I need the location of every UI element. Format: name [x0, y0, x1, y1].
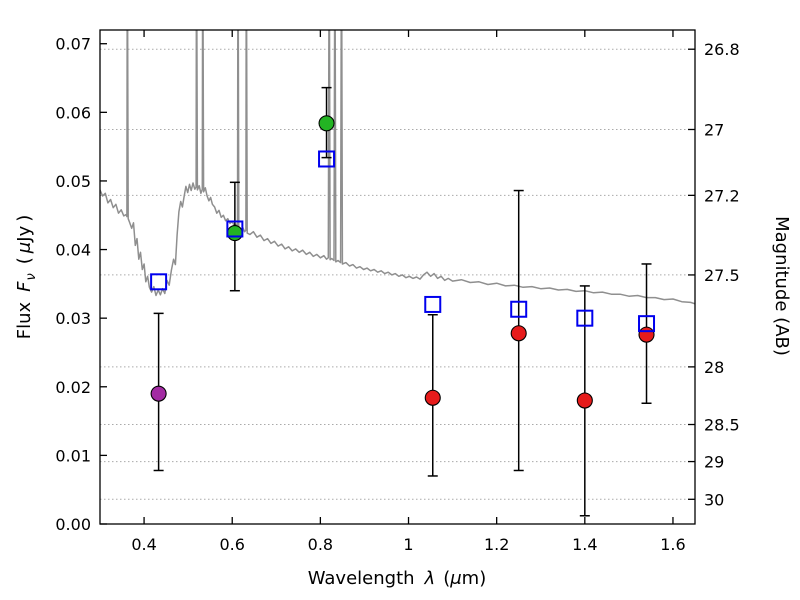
- x-axis-unit-close: m): [462, 568, 487, 589]
- y-tick-right-label: 27.5: [704, 266, 740, 285]
- y-tick-left-label: 0.01: [55, 446, 91, 465]
- x-tick-label: 1.6: [660, 535, 685, 554]
- data-point-circle: [150, 385, 167, 402]
- plot-area: 0.4 0.6 0.8 1 1.2 1.4 1.6 0.00 0.01 0.02 0.03 0.04 0…: [55, 29, 740, 554]
- y-axis-label-right: Magnitude (AB): [771, 216, 792, 356]
- y-axis-unit-close: ): [14, 215, 35, 222]
- x-tick-label: 0.4: [131, 535, 156, 554]
- data-point-square: [318, 150, 336, 168]
- y-tick-right-label: 30: [704, 490, 724, 509]
- y-axis-label-word: Flux: [14, 302, 35, 340]
- data-point-square: [638, 315, 656, 333]
- x-tick-label: 0.8: [308, 535, 333, 554]
- data-point-circle: [226, 225, 243, 242]
- x-axis-label: Wavelength λ (μm): [308, 568, 486, 589]
- y-axis-label-right-text: Magnitude (AB): [771, 216, 792, 356]
- spectrum-line: [100, 30, 695, 305]
- y-tick-right-label: 28.5: [704, 416, 740, 435]
- data-point-circle: [576, 392, 593, 409]
- y-tick-right-label: 29: [704, 453, 724, 472]
- plot-frame: [99, 29, 696, 525]
- y-axis-label-left: Flux Fν ( μJy): [14, 215, 39, 340]
- data-point-square: [424, 295, 442, 313]
- nu-subscript: ν: [24, 273, 39, 280]
- y-tick-left-label: 0.04: [55, 241, 91, 260]
- lambda-symbol: λ: [424, 568, 436, 589]
- x-tick-label: 1.4: [572, 535, 597, 554]
- y-tick-left-label: 0.06: [55, 103, 91, 122]
- data-point-circle: [318, 115, 335, 132]
- flux-symbol: F: [14, 281, 35, 292]
- x-axis-unit-open: (: [443, 568, 450, 589]
- data-point-circle: [510, 325, 527, 342]
- data-point-square: [226, 220, 244, 238]
- y-tick-right-label: 28: [704, 358, 724, 377]
- y-tick-left-label: 0.07: [55, 35, 91, 54]
- y-tick-left-label: 0.03: [55, 309, 91, 328]
- y-tick-right-label: 27: [704, 120, 724, 139]
- x-axis-label-word: Wavelength: [308, 568, 415, 589]
- x-tick-label: 1.2: [484, 535, 509, 554]
- data-point-circle: [424, 389, 441, 406]
- mu-symbol: μ: [449, 568, 461, 589]
- data-point-square: [510, 300, 528, 318]
- data-point-circle: [638, 326, 655, 343]
- x-tick-label: 0.6: [219, 535, 244, 554]
- y-axis-unit: Jy: [14, 225, 35, 242]
- data-point-square: [576, 309, 594, 327]
- y-tick-left-label: 0.00: [55, 515, 91, 534]
- y-axis-unit-open: (: [14, 257, 35, 264]
- y-tick-right-label: 26.8: [704, 40, 740, 59]
- mu-symbol-left: μ: [14, 242, 35, 254]
- y-tick-left-label: 0.02: [55, 378, 91, 397]
- y-tick-left-label: 0.05: [55, 172, 91, 191]
- y-tick-right-label: 27.2: [704, 186, 740, 205]
- x-tick-label: 1: [403, 535, 413, 554]
- data-point-square: [150, 273, 168, 291]
